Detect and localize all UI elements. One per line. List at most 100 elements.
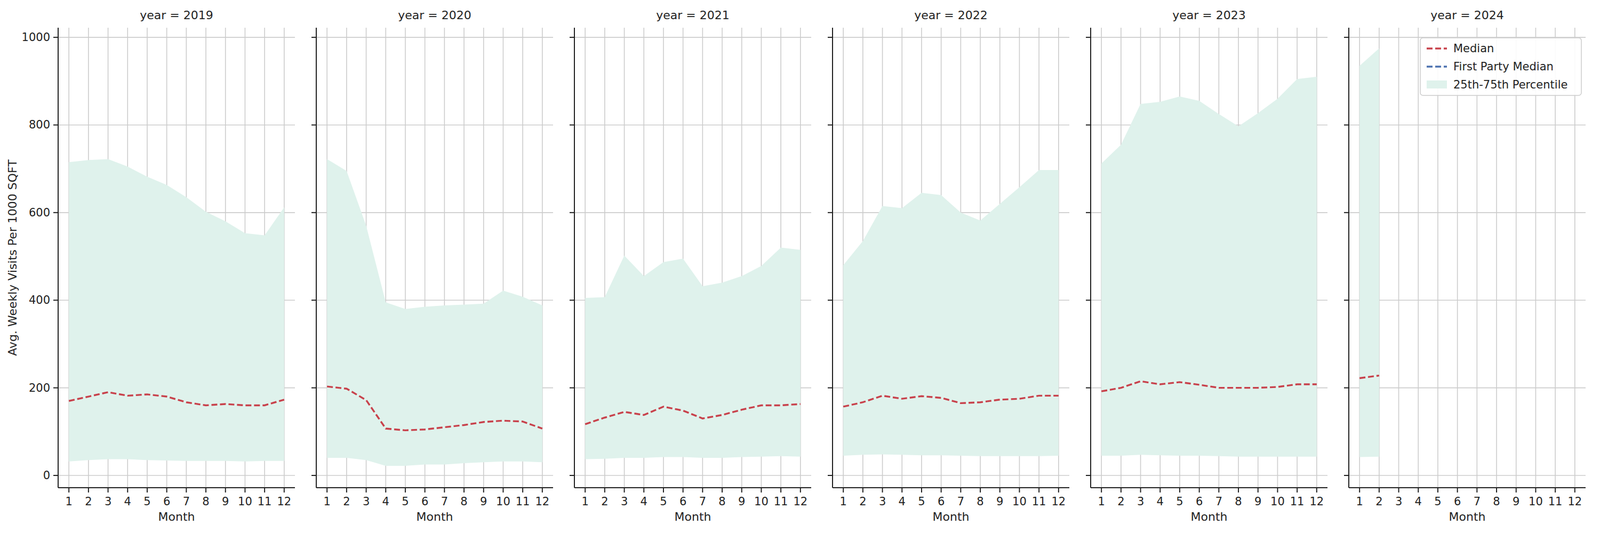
x-tick — [721, 488, 723, 493]
marks — [843, 170, 1059, 457]
percentile-band — [326, 159, 543, 467]
y-tick — [1085, 475, 1091, 477]
y-axis-line — [832, 27, 834, 488]
x-tick — [365, 488, 367, 493]
x-tick-label: 11 — [257, 495, 272, 509]
x-tick — [842, 488, 844, 493]
x-tick-label: 6 — [163, 495, 171, 509]
x-tick — [346, 488, 348, 493]
x-tick — [921, 488, 923, 493]
x-tick — [1398, 488, 1400, 493]
x-tick — [1018, 488, 1020, 493]
x-tick — [1038, 488, 1040, 493]
facet: 123456789101112year = 2021Month — [569, 8, 812, 524]
x-tick — [760, 488, 762, 493]
y-tick-label: 200 — [28, 381, 51, 395]
percentile-band — [1101, 76, 1317, 458]
y-tick — [311, 387, 317, 389]
x-tick — [166, 488, 168, 493]
y-tick — [827, 299, 833, 301]
median-line — [326, 386, 543, 431]
legend-swatch — [1426, 65, 1447, 68]
legend-label: Median — [1453, 42, 1494, 55]
x-axis-label: Month — [674, 510, 712, 524]
x-tick — [1140, 488, 1142, 493]
y-tick — [311, 475, 317, 477]
facet: 123456789101112year = 2023Month — [1085, 8, 1328, 524]
median-line — [843, 395, 1059, 407]
y-tick — [569, 299, 575, 301]
y-tick-label: 600 — [28, 206, 51, 220]
y-tick — [827, 124, 833, 126]
x-tick-label: 10 — [1012, 495, 1027, 509]
x-tick-label: 9 — [996, 495, 1004, 509]
x-tick — [624, 488, 626, 493]
y-tick — [827, 387, 833, 389]
x-tick — [1276, 488, 1278, 493]
x-tick-label: 4 — [124, 495, 132, 509]
x-tick-label: 10 — [754, 495, 769, 509]
y-tick — [1344, 36, 1349, 38]
y-tick — [1344, 124, 1349, 126]
x-tick — [604, 488, 606, 493]
legend-box — [1420, 37, 1582, 96]
x-tick — [1058, 488, 1060, 493]
x-tick — [1378, 488, 1380, 493]
x-tick-label: 8 — [460, 495, 468, 509]
x-tick-label: 3 — [104, 495, 112, 509]
x-tick-label: 5 — [659, 495, 667, 509]
y-tick — [1344, 475, 1349, 477]
x-tick — [264, 488, 266, 493]
x-axis-line — [58, 487, 295, 489]
grid-line — [1554, 27, 1556, 488]
grid-line — [58, 124, 295, 126]
x-tick — [1496, 488, 1498, 493]
x-tick-label: 4 — [640, 495, 648, 509]
x-tick — [541, 488, 543, 493]
y-axis-label: Avg. Weekly Visits Per 1000 SQFT — [5, 159, 20, 357]
marks — [68, 159, 285, 462]
x-tick-label: 10 — [1270, 495, 1285, 509]
facet-title: year = 2023 — [1172, 8, 1246, 22]
x-tick-label: 2 — [859, 495, 867, 509]
x-tick-label: 7 — [441, 495, 448, 509]
x-tick — [1476, 488, 1478, 493]
grid-line — [1574, 27, 1576, 488]
x-tick-label: 7 — [182, 495, 190, 509]
x-axis-line — [574, 487, 812, 489]
x-tick — [244, 488, 246, 493]
x-tick-label: 2 — [342, 495, 350, 509]
grid-line — [1457, 27, 1459, 488]
y-tick-label: 1000 — [21, 30, 51, 44]
x-tick — [1198, 488, 1200, 493]
x-tick — [1574, 488, 1576, 493]
x-tick — [1296, 488, 1298, 493]
y-axis-line — [57, 27, 59, 488]
y-tick — [53, 299, 59, 301]
x-tick-label: 7 — [1473, 495, 1481, 509]
x-tick — [1316, 488, 1318, 493]
grid-line — [1348, 387, 1586, 389]
x-tick — [862, 488, 864, 493]
x-tick-label: 1 — [1097, 495, 1105, 509]
x-tick — [205, 488, 207, 493]
x-tick-label: 7 — [699, 495, 707, 509]
x-tick — [1237, 488, 1239, 493]
x-tick — [88, 488, 90, 493]
grid-line — [58, 475, 295, 477]
x-tick-label: 11 — [515, 495, 531, 509]
x-tick — [960, 488, 962, 493]
y-tick — [53, 475, 59, 477]
y-tick — [311, 299, 317, 301]
y-tick — [827, 212, 833, 214]
grid-line — [1398, 27, 1400, 488]
x-tick-label: 12 — [793, 495, 808, 509]
y-tick — [311, 124, 317, 126]
y-tick — [1344, 212, 1349, 214]
y-tick — [569, 36, 575, 38]
y-tick — [1085, 212, 1091, 214]
x-tick — [1515, 488, 1517, 493]
x-tick-label: 11 — [1290, 495, 1305, 509]
x-tick — [404, 488, 406, 493]
grid-line — [1348, 124, 1586, 126]
